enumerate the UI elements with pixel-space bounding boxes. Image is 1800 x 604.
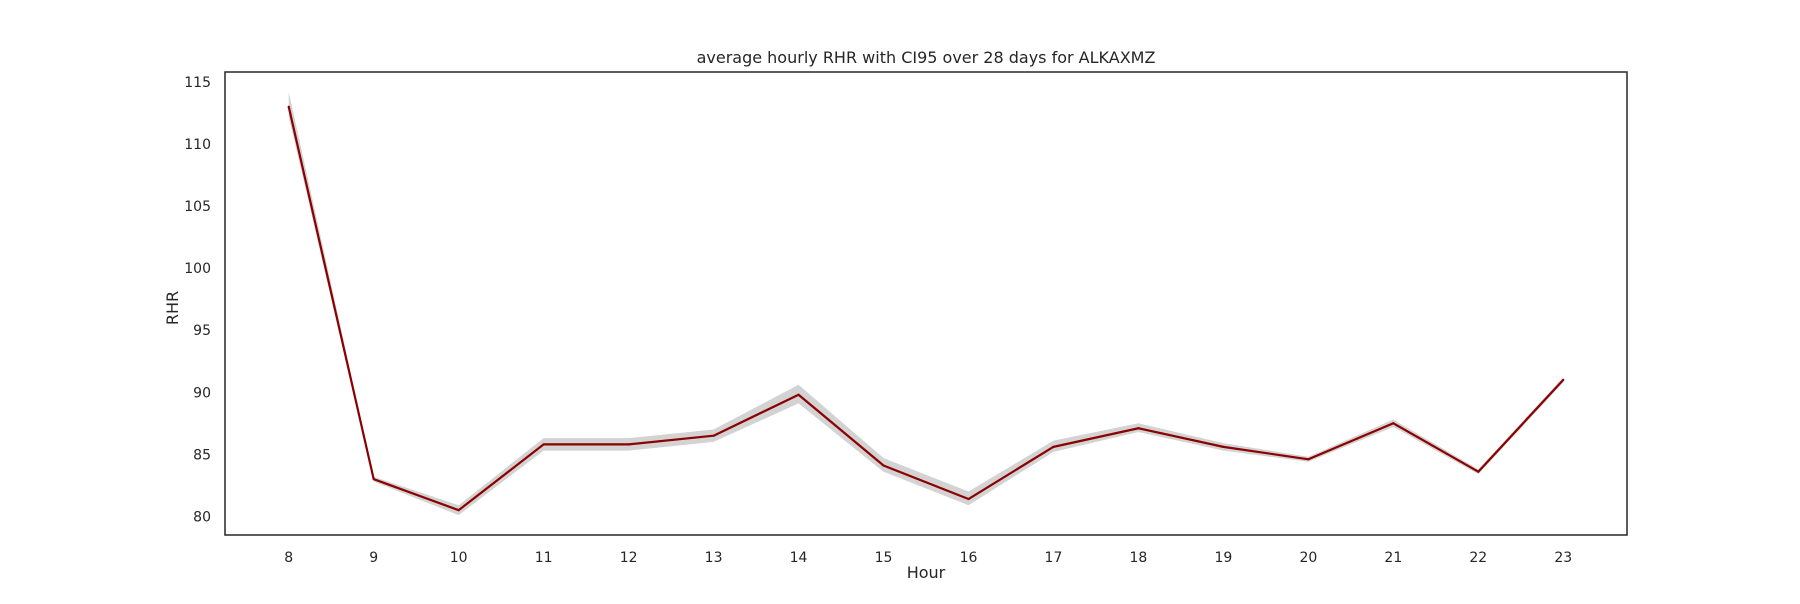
series-line [287, 106, 1565, 512]
y-tick-label: 85 [193, 447, 211, 463]
x-tick-label: 16 [960, 550, 978, 566]
x-tick-label: 10 [450, 550, 468, 566]
data-point [1477, 470, 1480, 473]
y-tick-label: 95 [193, 323, 211, 339]
x-tick-label: 12 [620, 550, 638, 566]
y-tick-label: 100 [184, 261, 211, 277]
data-point [1307, 458, 1310, 461]
y-axis-ticks: 80 85 90 95 100 105 110 115 [184, 75, 211, 525]
ci95-band [288, 91, 1564, 516]
x-tick-label: 21 [1384, 550, 1402, 566]
data-point [712, 434, 715, 437]
x-axis-ticks: 8 9 10 11 12 13 14 15 16 17 18 19 20 21 22 23 [284, 550, 1572, 566]
data-point [542, 443, 545, 446]
x-axis-label: Hour [907, 563, 946, 582]
chart-title: average hourly RHR with CI95 over 28 day… [697, 48, 1156, 67]
data-point [882, 464, 885, 467]
x-tick-label: 11 [535, 550, 553, 566]
data-point [287, 105, 290, 108]
x-tick-label: 8 [284, 550, 293, 566]
data-point [1392, 422, 1395, 425]
y-tick-label: 105 [184, 199, 211, 215]
data-point [1222, 445, 1225, 448]
y-tick-label: 115 [184, 75, 211, 91]
data-point [1562, 378, 1565, 381]
x-tick-label: 9 [369, 550, 378, 566]
x-tick-label: 15 [875, 550, 893, 566]
y-tick-label: 110 [184, 137, 211, 153]
data-point [797, 393, 800, 396]
plot-area [224, 71, 1628, 536]
data-point [1137, 427, 1140, 430]
x-tick-label: 13 [705, 550, 723, 566]
x-tick-label: 19 [1214, 550, 1232, 566]
data-point [967, 497, 970, 501]
y-tick-label: 80 [193, 509, 211, 525]
x-tick-label: 20 [1299, 550, 1317, 566]
y-tick-label: 90 [193, 385, 211, 401]
data-point [372, 478, 375, 481]
axes-frame [224, 71, 1628, 536]
data-point [457, 509, 460, 512]
x-tick-label: 14 [790, 550, 808, 566]
x-tick-label: 17 [1045, 550, 1063, 566]
y-axis-label: RHR [163, 291, 182, 325]
x-tick-label: 22 [1469, 550, 1487, 566]
x-tick-label: 18 [1130, 550, 1148, 566]
x-tick-label: 23 [1554, 550, 1572, 566]
data-point [1052, 445, 1055, 448]
data-point [627, 443, 630, 446]
